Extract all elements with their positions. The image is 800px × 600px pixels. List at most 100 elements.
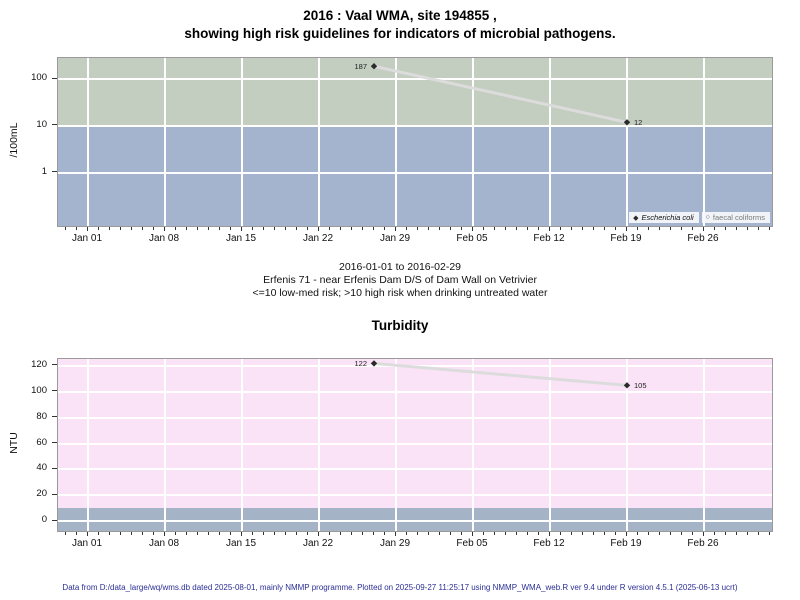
- microbial-plot-area: 187 12 ◆ Escherichia coli ○ faecal coliforms: [57, 57, 773, 227]
- y-tick-label: 1: [41, 165, 47, 177]
- y-tick-label: 40: [36, 462, 47, 474]
- legend-item: ○ faecal coliforms: [701, 212, 770, 223]
- x-axis-minor-tick: [109, 227, 110, 230]
- x-axis-major-tick: [549, 532, 550, 536]
- x-axis-minor-tick: [692, 532, 693, 535]
- x-axis-minor-tick: [263, 532, 264, 535]
- x-axis-minor-tick: [186, 227, 187, 230]
- x-axis-minor-tick: [384, 227, 385, 230]
- y-axis-tick: [52, 364, 57, 366]
- x-axis-minor-tick: [120, 532, 121, 535]
- x-axis-minor-tick: [296, 227, 297, 230]
- x-axis-minor-tick: [131, 227, 132, 230]
- x-axis-minor-tick: [230, 227, 231, 230]
- x-axis-minor-tick: [505, 227, 506, 230]
- x-tick-label: Feb 19: [610, 538, 642, 549]
- y-axis-tick: [52, 416, 57, 418]
- x-axis-minor-tick: [505, 532, 506, 535]
- point-value-label: 105: [634, 381, 647, 390]
- x-axis-minor-tick: [65, 532, 66, 535]
- x-gridline: [318, 58, 320, 226]
- point-value-label: 122: [354, 359, 367, 368]
- x-axis-minor-tick: [351, 227, 352, 230]
- x-axis-minor-tick: [76, 227, 77, 230]
- x-axis-minor-tick: [307, 532, 308, 535]
- x-axis-minor-tick: [307, 227, 308, 230]
- y-gridline: [58, 494, 772, 497]
- y-axis-tick: [52, 77, 57, 79]
- x-gridline: [164, 359, 166, 531]
- turbidity-plot-area: 122 105: [57, 358, 773, 532]
- point-value-label: 187: [354, 62, 367, 71]
- caption-date-range: 2016-01-01 to 2016-02-29: [338, 261, 461, 273]
- x-axis-minor-tick: [769, 532, 770, 535]
- x-tick-label: Feb 12: [533, 233, 565, 244]
- y-axis-tick: [52, 519, 57, 521]
- x-axis-major-tick: [395, 532, 396, 536]
- x-axis-major-tick: [395, 227, 396, 231]
- y-tick-label: 80: [36, 410, 47, 422]
- x-axis-minor-tick: [351, 532, 352, 535]
- x-axis-minor-tick: [582, 532, 583, 535]
- y-gridline: [58, 78, 772, 80]
- x-gridline: [703, 359, 705, 531]
- x-axis-minor-tick: [714, 227, 715, 230]
- x-axis-minor-tick: [362, 532, 363, 535]
- x-axis-minor-tick: [406, 227, 407, 230]
- x-tick-label: Feb 26: [687, 538, 719, 549]
- x-gridline: [395, 359, 397, 531]
- y-tick-label: 20: [36, 488, 47, 500]
- x-gridline: [549, 58, 551, 226]
- x-axis-minor-tick: [109, 532, 110, 535]
- x-axis-minor-tick: [604, 227, 605, 230]
- page-title-line2: showing high risk guidelines for indicat…: [184, 26, 616, 41]
- x-axis-minor-tick: [571, 227, 572, 230]
- x-axis-minor-tick: [450, 532, 451, 535]
- x-axis-minor-tick: [362, 227, 363, 230]
- x-axis-major-tick: [472, 227, 473, 231]
- x-axis-minor-tick: [219, 227, 220, 230]
- x-axis-minor-tick: [736, 532, 737, 535]
- x-axis-minor-tick: [439, 532, 440, 535]
- x-axis-minor-tick: [406, 532, 407, 535]
- x-gridline: [87, 58, 89, 226]
- x-axis-major-tick: [164, 532, 165, 536]
- y-gridline: [58, 520, 772, 523]
- filled-diamond-icon: ◆: [633, 214, 639, 222]
- x-axis-minor-tick: [450, 227, 451, 230]
- x-axis-major-tick: [318, 227, 319, 231]
- x-axis-minor-tick: [329, 227, 330, 230]
- x-axis-minor-tick: [153, 532, 154, 535]
- x-tick-label: Feb 19: [610, 233, 642, 244]
- open-circle-icon: ○: [705, 214, 710, 221]
- legend-item: ◆ Escherichia coli: [629, 212, 699, 223]
- x-axis-minor-tick: [197, 532, 198, 535]
- x-gridline: [549, 359, 551, 531]
- x-axis-minor-tick: [483, 227, 484, 230]
- x-axis-minor-tick: [142, 532, 143, 535]
- x-gridline: [395, 58, 397, 226]
- x-axis-minor-tick: [637, 227, 638, 230]
- x-axis-minor-tick: [285, 532, 286, 535]
- x-axis-minor-tick: [329, 532, 330, 535]
- x-axis-minor-tick: [659, 532, 660, 535]
- x-axis-minor-tick: [538, 532, 539, 535]
- x-axis-minor-tick: [252, 227, 253, 230]
- caption-risk-note: <=10 low-med risk; >10 high risk when dr…: [252, 287, 548, 299]
- x-axis-minor-tick: [131, 532, 132, 535]
- x-axis-minor-tick: [208, 227, 209, 230]
- x-axis-minor-tick: [439, 227, 440, 230]
- y-gridline: [58, 416, 772, 419]
- x-axis-major-tick: [703, 532, 704, 536]
- x-axis-minor-tick: [747, 227, 748, 230]
- x-axis-major-tick: [549, 227, 550, 231]
- x-axis-minor-tick: [670, 532, 671, 535]
- data-point-marker: [623, 382, 631, 389]
- y-tick-label: 120: [31, 358, 47, 370]
- x-axis-minor-tick: [274, 532, 275, 535]
- x-axis-minor-tick: [714, 532, 715, 535]
- x-axis-minor-tick: [604, 532, 605, 535]
- x-axis-major-tick: [241, 227, 242, 231]
- x-axis-minor-tick: [373, 532, 374, 535]
